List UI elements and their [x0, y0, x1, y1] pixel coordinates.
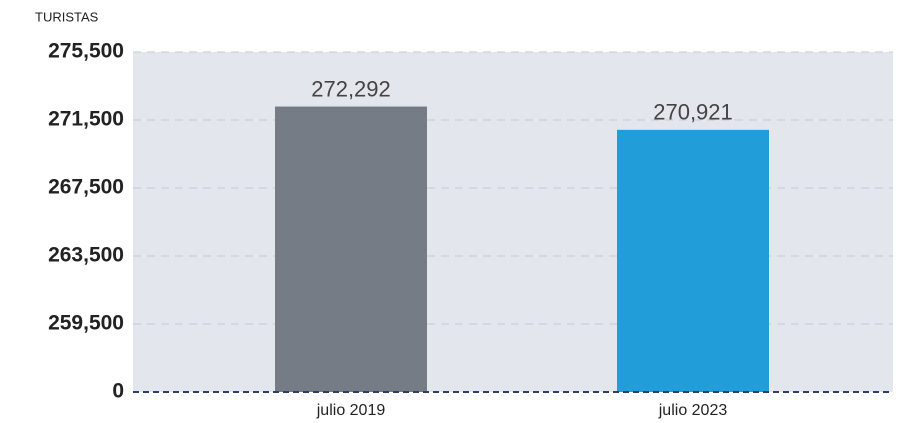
y-tick-label: 267,500	[48, 176, 124, 199]
y-tick-label: 275,500	[48, 40, 124, 63]
x-tick-label: julio 2023	[658, 402, 728, 419]
x-tick-label: julio 2019	[316, 402, 386, 419]
y-tick-label: 271,500	[48, 108, 124, 131]
value-label: 272,292	[311, 76, 391, 101]
y-axis-label: TURISTAS	[35, 9, 99, 24]
y-tick-label: 0	[112, 380, 124, 403]
y-tick-label: 259,500	[48, 312, 124, 335]
plot-area	[133, 52, 893, 392]
bar	[275, 106, 427, 392]
y-tick-label: 263,500	[48, 244, 124, 267]
bar	[617, 129, 769, 392]
value-label: 270,921	[653, 100, 733, 125]
